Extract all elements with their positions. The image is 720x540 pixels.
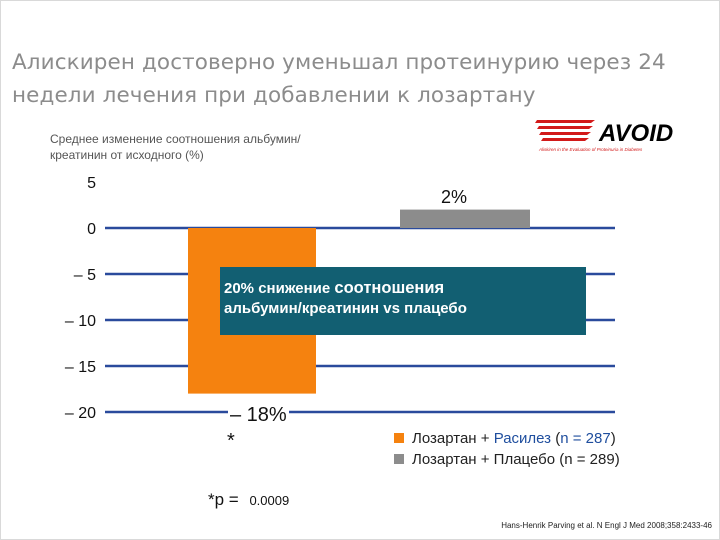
bar-value-label-losartan-rasilez: – 18%	[228, 404, 289, 427]
annotation-box: 20% снижение соотношения альбумин/креати…	[220, 267, 586, 335]
y-tick-label: 5	[87, 175, 96, 192]
legend-item-losartan-rasilez: Лозартан + Расилез (n = 287)	[394, 430, 616, 448]
y-tick-label: 0	[87, 221, 96, 238]
legend-swatch-gray	[394, 454, 404, 464]
y-axis-ticks: 5 0 – 5 – 10 – 15 – 20	[65, 175, 96, 422]
y-tick-label: – 20	[65, 405, 96, 422]
y-axis-label: Среднее изменение соотношения альбумин/к…	[50, 132, 301, 162]
bar-losartan-placebo	[400, 209, 530, 228]
annotation-text-line2: альбумин/креатинин vs плацебо	[224, 300, 467, 317]
legend-text: Лозартан +	[412, 430, 494, 447]
bar-value-label-losartan-placebo: 2%	[441, 187, 468, 207]
legend-text: )	[610, 430, 616, 447]
legend-text-highlight: Расилез	[493, 430, 552, 447]
avoid-logo: AVOID Aliskiren in the Evaluation of Pro…	[535, 120, 673, 152]
y-tick-label: – 10	[65, 313, 96, 330]
y-tick-label: – 5	[74, 267, 96, 284]
legend-text: (	[551, 430, 561, 447]
p-value-label: *p =	[208, 490, 244, 509]
legend-swatch-orange	[394, 433, 404, 443]
legend-text: Лозартан + Плацебо (n = 289)	[412, 451, 620, 468]
legend-item-losartan-placebo: Лозартан + Плацебо (n = 289)	[394, 451, 620, 469]
significance-marker: *	[227, 430, 235, 452]
annotation-text-part2: соотношения	[334, 279, 445, 297]
p-value-footnote: *p = 0.0009	[208, 490, 289, 510]
logo-subtitle: Aliskiren in the Evaluation of Proteinur…	[538, 147, 643, 152]
y-tick-label: – 15	[65, 359, 96, 376]
citation: Hans-Henrik Parving et al. N Engl J Med …	[501, 521, 712, 530]
legend-text-highlight: n = 287	[560, 430, 611, 447]
logo-text: AVOID	[598, 120, 673, 147]
slide-title: Алискирен достоверно уменьшал протеинури…	[12, 50, 666, 108]
p-value-number: 0.0009	[249, 493, 290, 508]
annotation-text-part1: 20% снижение	[224, 280, 335, 297]
